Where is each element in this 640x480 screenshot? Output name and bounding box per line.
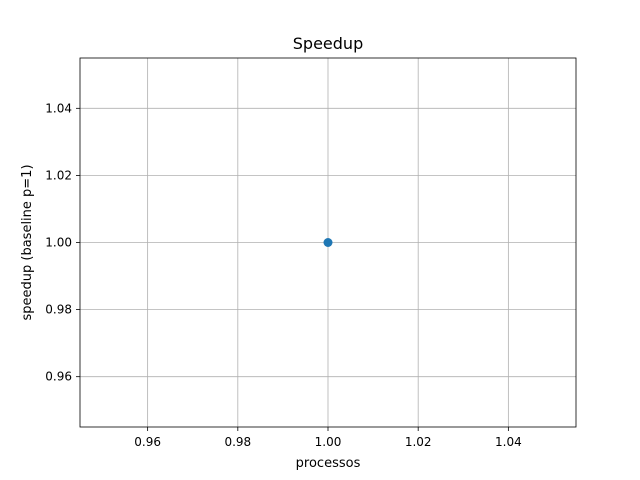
y-tick-label: 0.96 [45, 370, 72, 384]
y-axis-ticks: 0.96 0.98 1.00 1.02 1.04 [45, 101, 80, 384]
y-axis-label: speedup (baseline p=1) [20, 164, 35, 320]
x-tick-label: 1.02 [405, 435, 432, 449]
x-tick-label: 1.00 [315, 435, 342, 449]
y-tick-label: 1.02 [45, 168, 72, 182]
x-tick-label: 1.04 [495, 435, 522, 449]
grid-lines [80, 58, 576, 427]
y-tick-label: 1.00 [45, 236, 72, 250]
x-tick-label: 0.96 [134, 435, 161, 449]
x-axis-label: processos [296, 456, 361, 471]
chart-title: Speedup [293, 34, 363, 53]
data-series [323, 238, 333, 247]
x-axis-ticks: 0.96 0.98 1.00 1.02 1.04 [134, 427, 522, 449]
y-tick-label: 1.04 [45, 101, 72, 115]
data-point [323, 238, 333, 247]
x-tick-label: 0.98 [224, 435, 251, 449]
y-tick-label: 0.98 [45, 303, 72, 317]
